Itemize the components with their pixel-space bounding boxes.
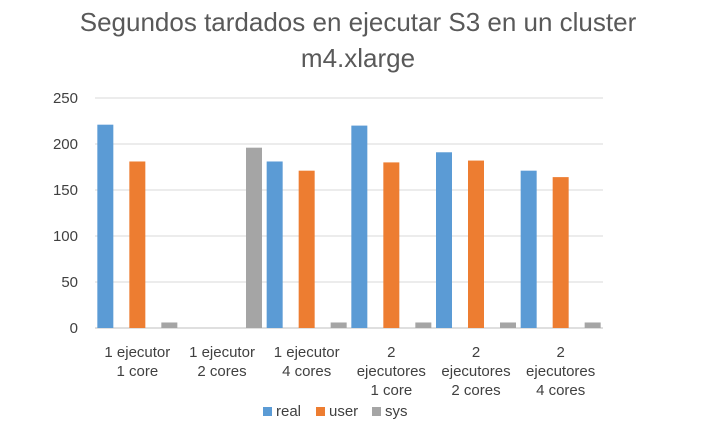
x-tick-label-line: 1 ejecutor (104, 344, 170, 361)
legend: real user sys (263, 403, 408, 420)
y-tick-label: 250 (53, 90, 78, 107)
x-tick-label: 1 ejecutor 1 core (104, 344, 170, 380)
x-tick-label-line: 1 core (116, 363, 158, 380)
x-tick-label: 1 ejecutor 4 cores (274, 344, 340, 380)
y-tick-label: 50 (61, 274, 78, 291)
bar-user (129, 161, 146, 328)
bar-user (468, 160, 484, 328)
x-tick-label-line: 4 cores (282, 363, 331, 380)
x-tick-label: 2 ejecutores 4 cores (526, 344, 595, 399)
x-tick-label-line: 1 ejecutor (274, 344, 340, 361)
bar-real (351, 125, 368, 328)
y-tick-label: 100 (53, 228, 78, 245)
chart-title-line: m4.xlarge (301, 43, 415, 73)
gridlines (95, 97, 603, 329)
bar-real (520, 170, 537, 328)
x-tick-label-line: 1 core (370, 382, 412, 399)
x-tick-label-line: 2 cores (197, 363, 246, 380)
x-tick-label: 2 ejecutores 1 core (357, 344, 426, 399)
bar-sys (415, 322, 432, 328)
y-tick-label: 0 (70, 320, 78, 337)
x-tick-label-line: ejecutores (357, 363, 426, 380)
bar-real (266, 161, 283, 328)
bar-sys (500, 322, 516, 328)
chart-title-line: Segundos tardados en ejecutar S3 en un c… (80, 7, 637, 37)
y-axis-ticks: 0 50 100 150 200 250 (53, 90, 78, 337)
y-tick-label: 200 (53, 136, 78, 153)
legend-swatch-real (263, 407, 272, 416)
legend-swatch-sys (372, 407, 381, 416)
bar-real (436, 152, 452, 328)
x-tick-label: 1 ejecutor 2 cores (189, 344, 255, 380)
x-tick-label-line: 2 (556, 344, 564, 361)
bar-sys (246, 147, 262, 328)
bars (97, 124, 601, 329)
bar-sys (584, 322, 601, 328)
x-tick-label-line: 1 ejecutor (189, 344, 255, 361)
bar-sys (161, 322, 178, 328)
legend-label-real: real (276, 403, 301, 420)
legend-swatch-user (316, 407, 325, 416)
x-tick-label-line: 2 (387, 344, 395, 361)
x-tick-label-line: 2 (472, 344, 480, 361)
x-tick-label-line: ejecutores (526, 363, 595, 380)
bar-real (97, 124, 114, 329)
bar-sys (330, 322, 347, 328)
x-tick-label-line: ejecutores (441, 363, 510, 380)
bar-user (383, 162, 400, 328)
bar-user (552, 177, 569, 328)
x-tick-label-line: 2 cores (451, 382, 500, 399)
legend-label-user: user (329, 403, 358, 420)
chart-title: Segundos tardados en ejecutar S3 en un c… (80, 7, 637, 73)
x-tick-label: 2 ejecutores 2 cores (441, 344, 510, 399)
bar-user (298, 170, 315, 328)
y-tick-label: 150 (53, 182, 78, 199)
legend-label-sys: sys (385, 403, 408, 420)
x-tick-label-line: 4 cores (536, 382, 585, 399)
